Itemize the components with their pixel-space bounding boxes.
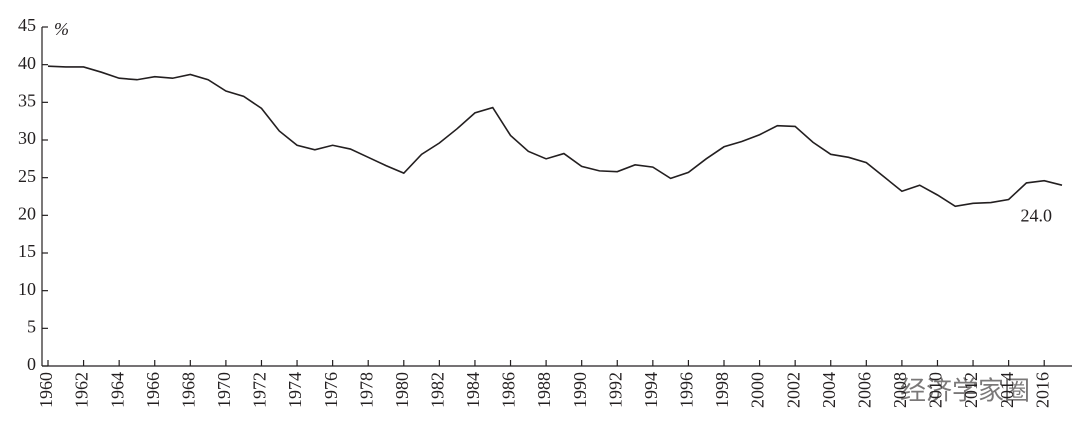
y-tick-label: 0 <box>27 354 36 374</box>
x-tick-label: 1998 <box>712 372 732 408</box>
x-tick-label: 2004 <box>819 372 839 408</box>
y-axis-label: % <box>54 19 69 39</box>
x-tick-label: 1968 <box>178 372 198 408</box>
x-tick-label: 1974 <box>285 372 305 408</box>
x-tick-label: 1976 <box>321 372 341 408</box>
x-tick-label: 2000 <box>748 372 768 408</box>
x-tick-label: 2012 <box>961 372 981 408</box>
x-tick-label: 1960 <box>36 372 56 408</box>
x-tick-label: 2014 <box>997 372 1017 408</box>
x-tick-label: 2008 <box>890 372 910 408</box>
annotation: 24.0 <box>1021 205 1053 225</box>
y-tick-label: 25 <box>18 166 36 186</box>
x-tick-label: 2016 <box>1032 372 1052 408</box>
x-tick-label: 1992 <box>605 372 625 408</box>
y-tick-label: 30 <box>18 128 36 148</box>
y-tick-label: 35 <box>18 90 36 110</box>
x-tick-label: 1996 <box>677 372 697 408</box>
x-tick-label: 1984 <box>463 372 483 408</box>
y-tick-label: 5 <box>27 316 36 336</box>
x-tick-label: 2006 <box>854 372 874 408</box>
x-tick-label: 1986 <box>499 372 519 408</box>
y-tick-label: 45 <box>18 15 36 35</box>
watermark: 经济学家圈 <box>900 377 1030 407</box>
x-tick-label: 1962 <box>72 372 92 408</box>
x-tick-label: 1982 <box>427 372 447 408</box>
x-tick-label: 2002 <box>783 372 803 408</box>
y-tick-label: 40 <box>18 53 36 73</box>
x-tick-label: 1970 <box>214 372 234 408</box>
line <box>47 65 1063 208</box>
x-tick-label: 1964 <box>107 372 127 408</box>
x-tick-label: 1980 <box>392 372 412 408</box>
x-tick-label: 1988 <box>534 372 554 408</box>
x-tick-label: 1966 <box>143 372 163 408</box>
x-tick-label: 2010 <box>926 372 946 408</box>
x-tick-label: 1990 <box>570 372 590 408</box>
y-tick-label: 20 <box>18 203 36 223</box>
x-tick-label: 1994 <box>641 372 661 408</box>
x-tick-label: 1972 <box>250 372 270 408</box>
x-tick-label: 1978 <box>356 372 376 408</box>
y-tick-label: 15 <box>18 241 36 261</box>
y-tick-label: 10 <box>18 279 36 299</box>
